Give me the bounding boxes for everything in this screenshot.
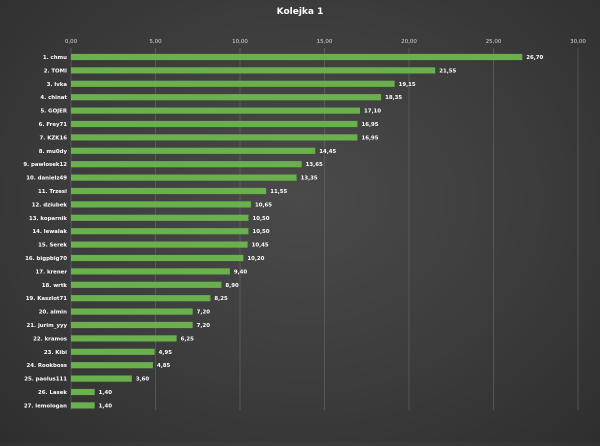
bar xyxy=(71,201,251,208)
category-label: 19. Kaszlot71 xyxy=(26,296,67,302)
bar xyxy=(71,214,249,221)
category-label: 9. pawlosek12 xyxy=(23,162,67,168)
data-label: 17,10 xyxy=(364,109,381,115)
category-label: 15. Serek xyxy=(38,243,67,249)
category-label: 5. GOJER xyxy=(40,109,67,115)
bar xyxy=(71,134,358,141)
category-label: 3. Ivka xyxy=(47,82,68,88)
data-label: 10,50 xyxy=(252,229,269,235)
data-label: 1,40 xyxy=(99,390,113,396)
category-label: 27. lemologan xyxy=(24,403,67,409)
chart-title: Kolejka 1 xyxy=(277,7,324,17)
category-label: 24. Rookboss xyxy=(26,363,67,369)
category-label: 21. jurim_yyy xyxy=(27,323,68,329)
bar xyxy=(71,161,302,168)
bar xyxy=(71,281,222,288)
category-label: 12. dziubek xyxy=(32,202,68,208)
data-label: 3,60 xyxy=(136,377,150,383)
category-label: 13. koparnik xyxy=(29,216,67,222)
category-label: 22. kramos xyxy=(33,336,67,342)
bar xyxy=(71,107,360,114)
data-label: 9,40 xyxy=(234,269,248,275)
data-label: 10,65 xyxy=(255,202,272,208)
bar xyxy=(71,187,267,195)
data-label: 7,20 xyxy=(197,310,211,316)
category-label: 7. KZK16 xyxy=(40,135,68,141)
bar xyxy=(71,254,244,262)
x-tick-label: 30,00 xyxy=(570,39,586,45)
bar xyxy=(71,362,153,369)
bar xyxy=(71,295,211,302)
category-labels: 1. chmu 2. TOMI 3. Ivka 4. chinat 5. GOJER 6.… xyxy=(23,55,67,409)
category-label: 6. Frey71 xyxy=(39,122,68,128)
category-label: 11. Trzesi xyxy=(38,189,67,195)
category-label: 2. TOMI xyxy=(44,68,67,74)
bar xyxy=(71,308,193,315)
category-label: 1. chmu xyxy=(43,55,67,61)
x-axis-ticks: 0,00 5,00 10,00 15,00 20,00 25,00 30,00 xyxy=(65,39,586,45)
x-tick-label: 20,00 xyxy=(401,39,417,45)
data-label: 8,25 xyxy=(214,296,228,302)
data-label: 26,70 xyxy=(526,55,543,61)
bar xyxy=(71,80,395,87)
data-label: 10,20 xyxy=(247,256,264,262)
data-label: 10,50 xyxy=(252,216,269,222)
category-label: 18. wrtk xyxy=(42,283,68,289)
category-label: 10. danielz49 xyxy=(26,176,67,182)
data-label: 7,20 xyxy=(197,323,211,329)
data-label: 10,45 xyxy=(252,243,269,249)
bar xyxy=(71,241,248,248)
data-label: 8,90 xyxy=(225,283,239,289)
category-label: 23. Kibi xyxy=(44,350,67,356)
category-label: 20. almin xyxy=(39,310,67,316)
data-label: 21,55 xyxy=(439,68,456,74)
x-tick-label: 0,00 xyxy=(65,39,78,45)
bar xyxy=(71,228,249,235)
bar xyxy=(71,388,95,396)
data-label: 1,40 xyxy=(99,403,113,409)
category-label: 26. Lasek xyxy=(38,390,67,396)
bar xyxy=(71,321,193,329)
data-label: 6,25 xyxy=(181,336,195,342)
x-tick-label: 25,00 xyxy=(486,39,502,45)
bar xyxy=(71,67,436,74)
bar xyxy=(71,348,155,355)
category-label: 25. paolus111 xyxy=(24,377,67,383)
data-label: 4,85 xyxy=(157,363,171,369)
data-label: 4,95 xyxy=(159,350,173,356)
x-tick-label: 5,00 xyxy=(149,39,162,45)
data-label: 19,15 xyxy=(399,82,416,88)
data-label: 16,95 xyxy=(361,122,378,128)
bar xyxy=(71,120,358,128)
data-label: 14,45 xyxy=(319,149,336,155)
category-label: 4. chinat xyxy=(40,95,67,101)
bar xyxy=(71,94,382,101)
bar xyxy=(71,147,316,154)
data-label: 11,55 xyxy=(270,189,287,195)
bars xyxy=(71,53,523,409)
category-label: 14. lewalak xyxy=(32,229,67,235)
category-label: 17. krener xyxy=(36,269,68,275)
data-label: 16,95 xyxy=(361,135,378,141)
x-tick-label: 15,00 xyxy=(317,39,333,45)
category-label: 16. bigpbig70 xyxy=(25,256,67,262)
bar xyxy=(71,174,297,181)
x-tick-label: 10,00 xyxy=(232,39,248,45)
data-label: 18,35 xyxy=(385,95,402,101)
data-label: 13,35 xyxy=(301,176,318,182)
bar xyxy=(71,402,95,409)
bar xyxy=(71,335,177,342)
bar xyxy=(71,53,523,61)
category-label: 8. mu0dy xyxy=(39,149,68,155)
bar xyxy=(71,375,132,382)
data-labels: 26,70 21,55 19,15 18,35 17,10 16,95 16,95 14,45… xyxy=(99,55,544,409)
data-label: 13,65 xyxy=(306,162,323,168)
bar xyxy=(71,268,230,275)
